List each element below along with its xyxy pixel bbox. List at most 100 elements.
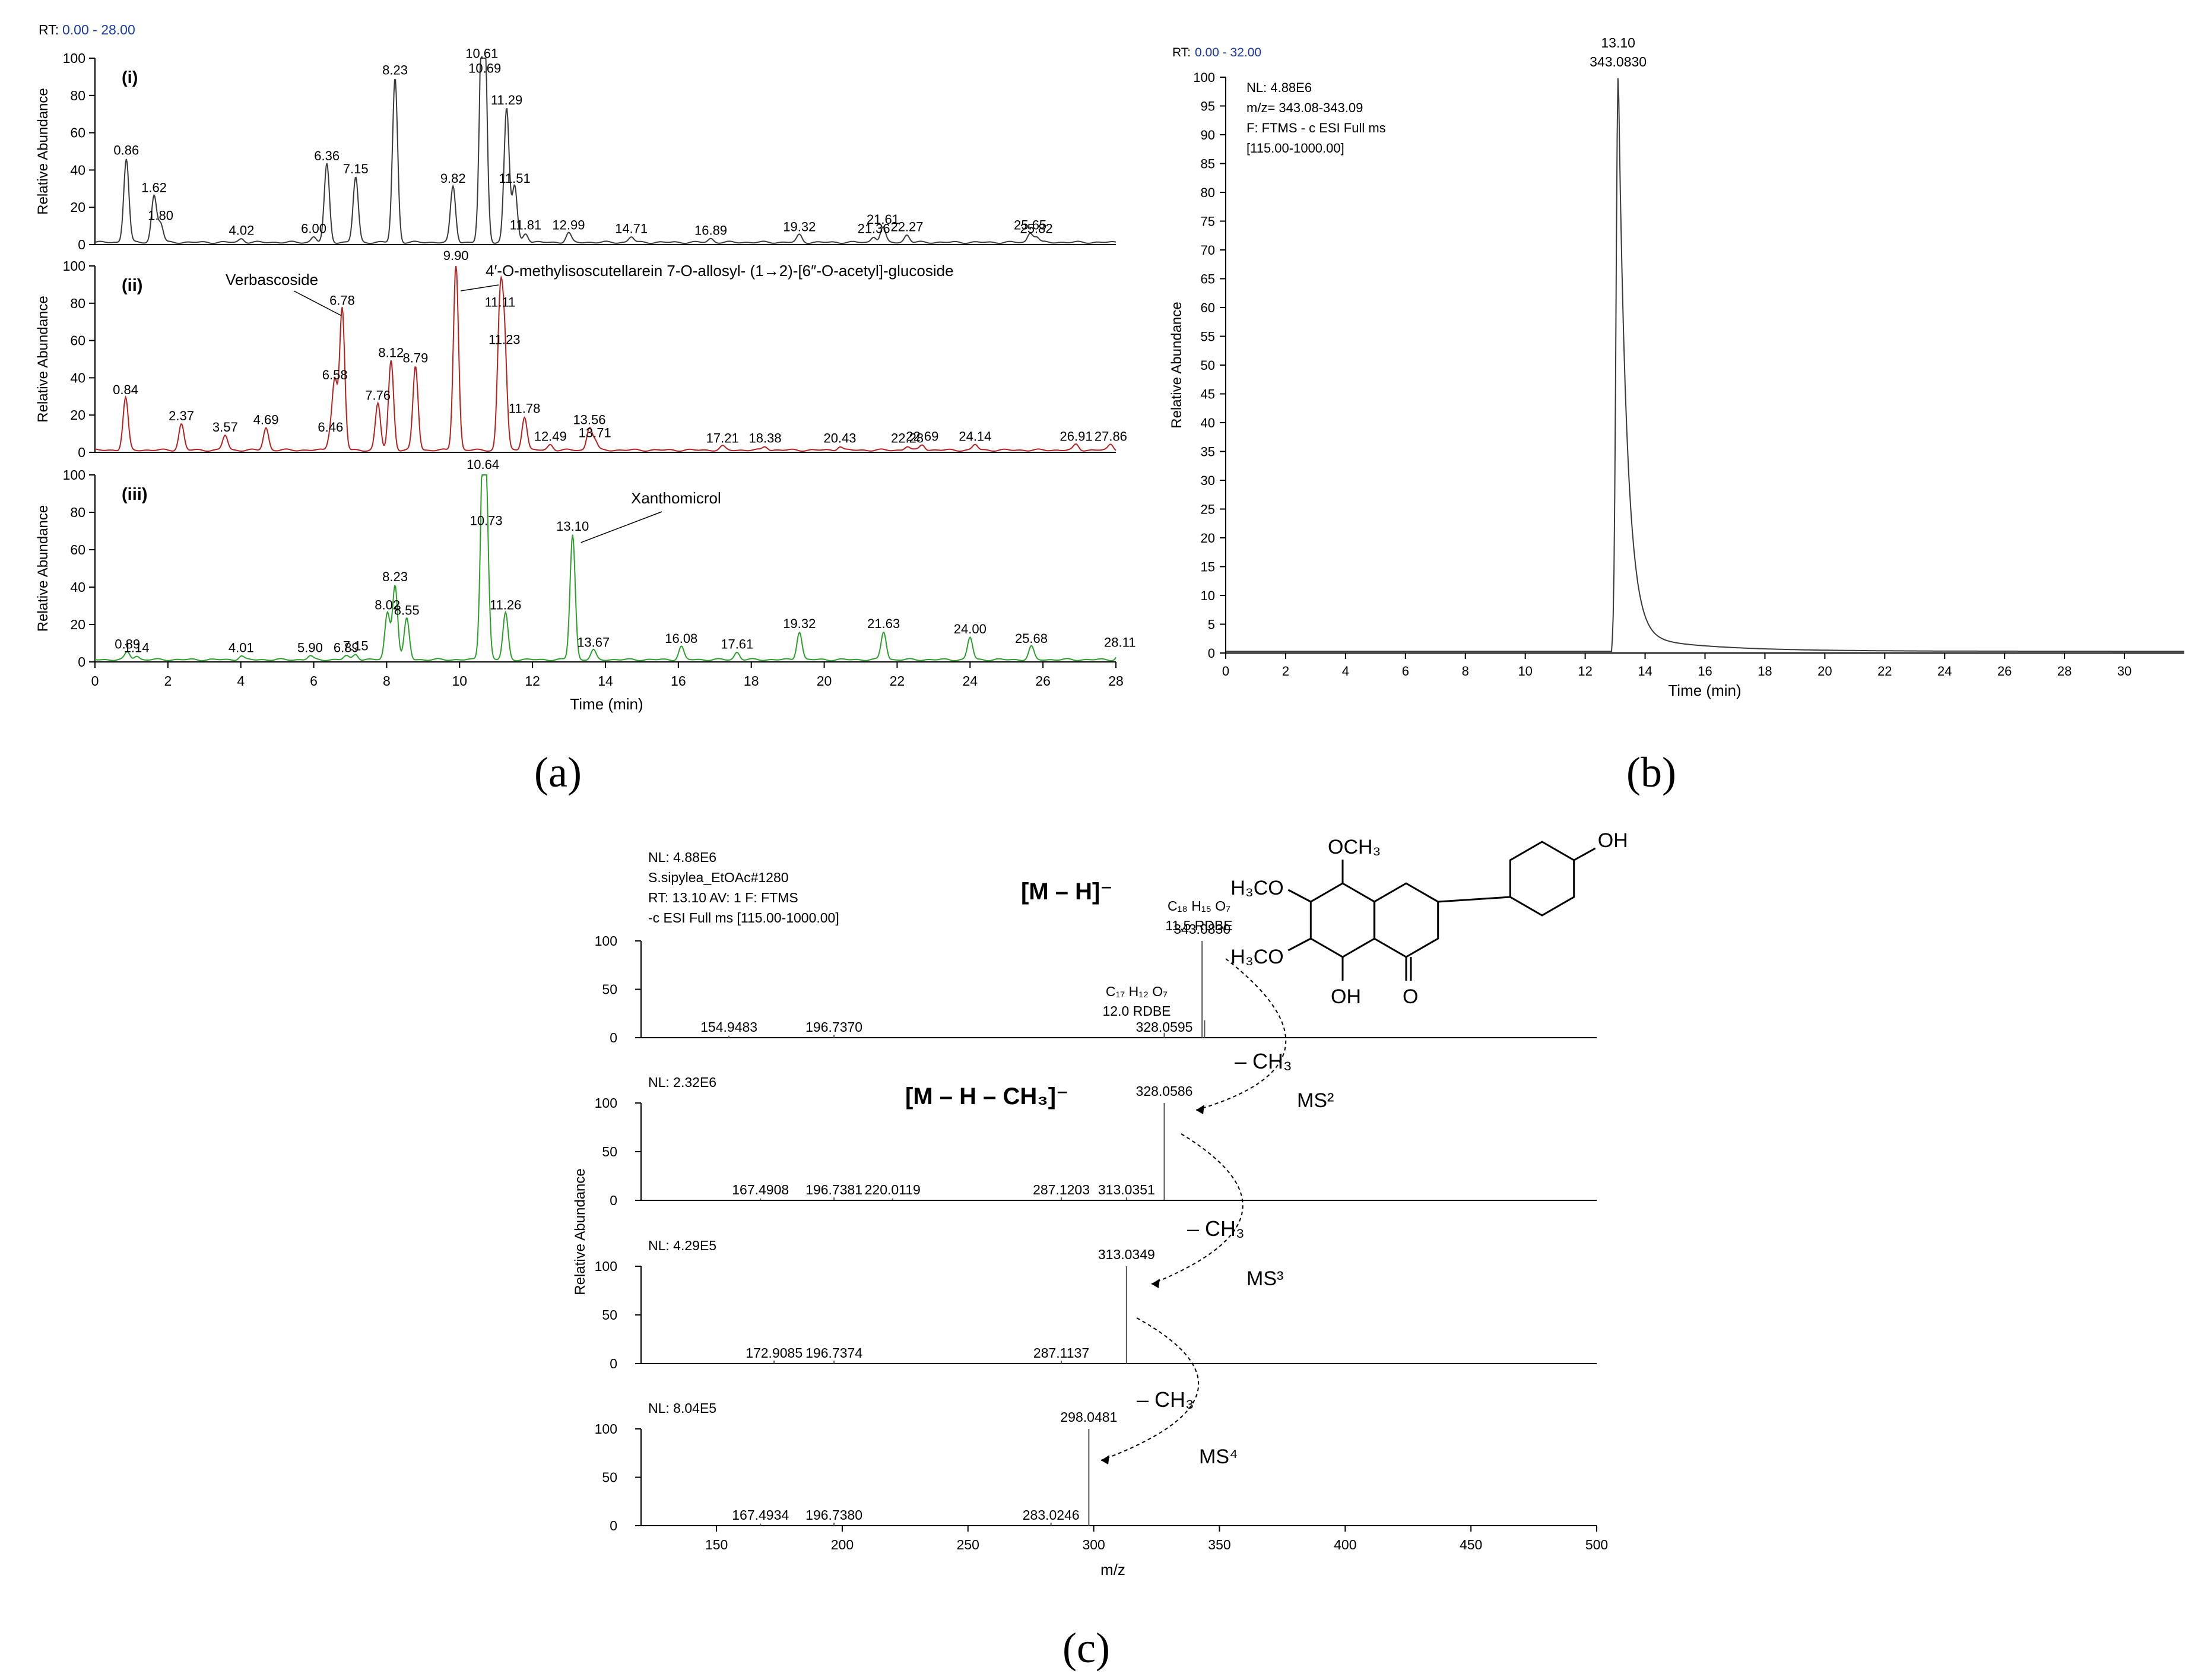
c-peak-label: 172.9085 [746,1345,802,1361]
c-peak-label: 154.9483 [700,1019,757,1035]
a-peak-label: 6.00 [301,221,326,236]
a-peak-label: 22.69 [906,429,938,444]
a-peak-label: 9.82 [440,171,466,186]
a-peak-label: 13.67 [577,635,610,649]
c-y-tick-label: 100 [595,1259,617,1274]
panel-a-rt-range: 0.00 - 28.00 [62,22,135,37]
c-peak-label: 196.7381 [805,1182,862,1197]
b-x-tick-label: 14 [1638,664,1652,679]
b-y-tick-label: 100 [1193,70,1215,85]
a-peak-label: 11.78 [509,401,540,416]
a-x-tick-label: 12 [525,673,540,689]
a-peak-label: 1.14 [124,641,150,655]
b-info-line: m/z= 343.08-343.09 [1246,100,1363,115]
structure-bond [1438,896,1511,903]
a-peak-label: 4.01 [229,641,254,655]
a-peak-label: 0.86 [113,143,139,158]
c-y-tick-label: 0 [610,1193,617,1208]
b-x-tick-label: 30 [2117,664,2131,679]
b-x-tick-label: 6 [1402,664,1409,679]
a-peak-label: 16.89 [694,223,727,238]
a-peak-label: 25.68 [1015,631,1048,646]
a-peak-label: 11.81 [510,217,541,232]
structure-bond [1287,889,1312,903]
panel-c-xlabel: m/z [1100,1561,1125,1578]
a-y-tick-label: 60 [70,125,85,141]
a-x-tick-label: 10 [452,673,467,689]
c-ylabel: Relative Abundance [572,1168,588,1295]
b-y-tick-label: 30 [1201,473,1215,488]
c-arrowhead [1152,1279,1160,1288]
b-y-tick-label: 15 [1201,560,1215,575]
a-trace-ii-line [95,265,1116,452]
c-rdbe-mid: 12.0 RDBE [1102,1003,1171,1019]
b-y-tick-label: 70 [1201,243,1215,258]
panel-c-ms-spectra: 0 50 100 NL: 4.88E6 S.sipylea_EtOAc#1280 RT: … [572,829,1628,1672]
c-y-tick-label: 50 [602,1307,617,1323]
b-eic-trace [1226,78,2184,652]
structure-ring-a [1309,882,1376,958]
c-fragmentation-arrow [1151,1133,1244,1285]
a-peak-label: 11.11 [485,295,516,310]
a-peak-label: 18.38 [749,431,782,446]
c-ion-label-mh: [M – H]⁻ [1021,879,1112,905]
a-peak-label: 21.61 [867,212,899,227]
b-y-tick-label: 0 [1208,646,1215,661]
a-peak-label: 13.56 [573,412,605,427]
c-loss-label: – CH₃ [1187,1216,1245,1241]
a-x-tick-label: 6 [310,673,318,689]
a-peak-label: 24.14 [959,429,991,444]
b-y-tick-label: 20 [1201,531,1215,546]
c-x-tick-label: 450 [1460,1537,1482,1552]
b-x-tick-label: 24 [1937,664,1952,679]
a-peak-label: 8.02 [375,597,400,612]
a-peak-label: 19.32 [783,219,816,234]
panel-b-xlabel: Time (min) [1668,681,1741,699]
structure-ring-b [1509,841,1575,917]
a-x-tick-label: 16 [671,673,686,689]
a-peak-label: 26.91 [1060,429,1093,444]
a-peak-label: 8.12 [378,345,404,360]
a-x-tick-label: 26 [1035,673,1051,689]
c-info-line: NL: 4.29E5 [648,1238,716,1253]
a-annotation-xanthomicrol: Xanthomicrol [631,489,721,507]
structure-bond [1573,847,1596,861]
a-x-tick-label: 14 [598,673,613,689]
a-peak-label: 8.23 [382,63,408,78]
a-ylabel: Relative Abundance [35,505,51,632]
structure-label-oh-top: OH [1598,829,1628,852]
b-x-tick-label: 28 [2057,664,2072,679]
c-formula-top: C₁₈ H₁₅ O₇ [1168,898,1230,914]
a-peak-label: 10.69 [468,61,501,76]
b-peak-mz: 343.0830 [1590,54,1647,69]
b-peak-rt: 13.10 [1601,35,1635,50]
a-peak-label: 25.65 [1014,217,1046,232]
c-x-tick-label: 400 [1334,1537,1356,1552]
a-y-tick-label: 60 [70,333,85,348]
a-y-tick-label: 100 [63,467,85,483]
c-x-tick-label: 300 [1082,1537,1105,1552]
c-info-line: NL: 2.32E6 [648,1074,716,1090]
c-x-tick-label: 150 [705,1537,728,1552]
a-trace-label: (ii) [122,276,142,295]
c-fragmentation-arrow [1195,958,1287,1111]
structure-ring-c [1373,882,1439,958]
b-y-tick-label: 5 [1208,617,1215,632]
a-peak-label: 11.29 [491,93,522,107]
a-peak-label: 22.28 [891,431,924,446]
b-y-tick-label: 75 [1201,214,1215,229]
b-y-tick-label: 45 [1201,387,1215,402]
c-x-tick-label: 350 [1208,1537,1230,1552]
a-y-tick-label: 20 [70,407,85,423]
a-peak-label: 7.76 [365,388,391,403]
c-peak-label: 196.7380 [805,1507,862,1523]
a-peak-label: 20.43 [823,431,856,446]
structure-bond [1287,937,1312,952]
b-ylabel: Relative Abundance [1169,302,1185,429]
c-peak-label: 220.0119 [865,1182,921,1197]
a-y-tick-label: 60 [70,542,85,557]
a-ylabel: Relative Abundance [35,296,51,423]
b-y-tick-label: 35 [1201,445,1215,459]
